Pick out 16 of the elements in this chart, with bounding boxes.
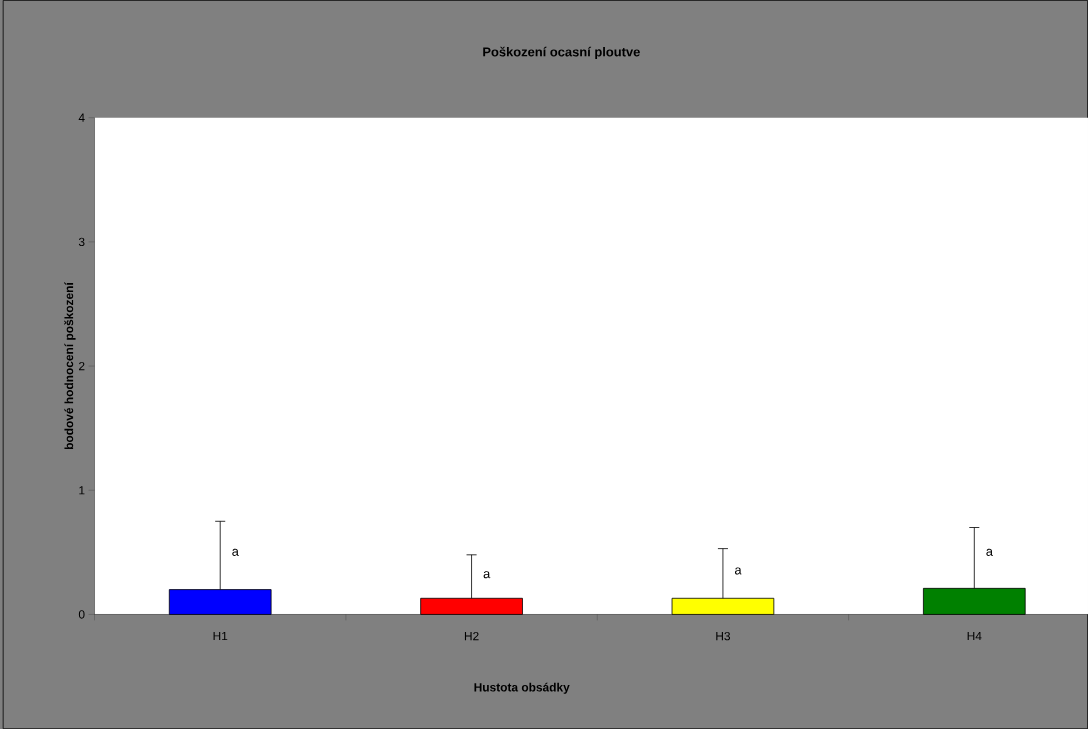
y-axis-title: bodové hodnocení poškození: [64, 281, 76, 450]
x-tick-label: H4: [967, 631, 982, 641]
x-axis-title: Hustota obsádky: [474, 682, 570, 694]
annotation: a: [986, 548, 993, 556]
chart-title: Poškození ocasní ploutve: [483, 46, 640, 59]
x-tick-label: H1: [213, 631, 228, 641]
annotation: a: [483, 571, 491, 579]
y-tick-label: 2: [78, 361, 85, 371]
x-tick-label: H3: [716, 631, 731, 641]
y-tick-label: 0: [78, 610, 85, 619]
x-tick-label: H2: [464, 631, 479, 641]
y-tick-label: 3: [78, 237, 85, 247]
annotation: a: [734, 567, 742, 575]
annotation: a: [232, 548, 239, 556]
y-tick-label: 1: [79, 486, 85, 495]
y-tick-label: 4: [78, 113, 85, 122]
